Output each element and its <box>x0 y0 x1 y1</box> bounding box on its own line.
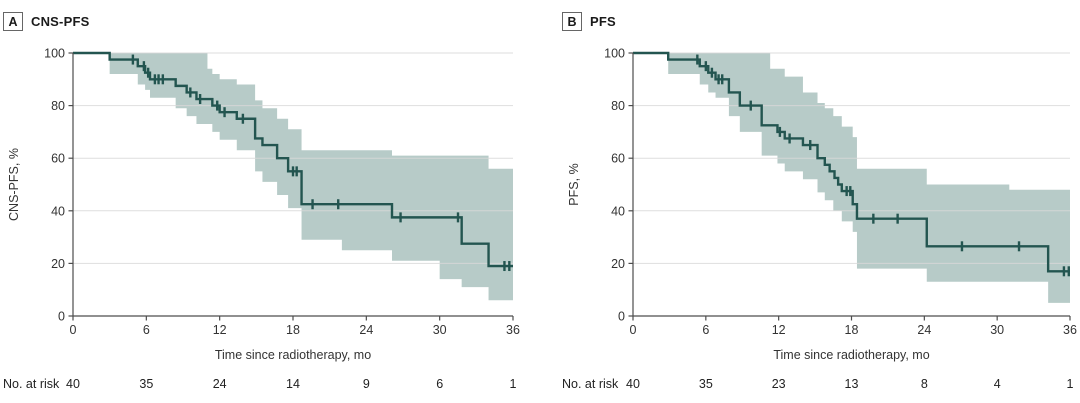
x-tick-label: 24 <box>917 323 931 337</box>
y-tick-label: 80 <box>611 99 625 113</box>
risk-count: 35 <box>139 377 153 391</box>
x-tick-label: 36 <box>506 323 520 337</box>
y-tick-label: 0 <box>58 310 65 324</box>
x-tick-label: 36 <box>1063 323 1077 337</box>
risk-count: 40 <box>66 377 80 391</box>
x-axis-title: Time since radiotherapy, mo <box>773 348 929 362</box>
panel-a-chart: 0 20 40 60 80 100 0 6 12 18 24 30 36 Time since radio… <box>3 47 520 392</box>
risk-count: 9 <box>363 377 370 391</box>
y-axis-title: PFS, % <box>567 163 581 205</box>
risk-count: 35 <box>699 377 713 391</box>
y-tick-label: 20 <box>51 257 65 271</box>
risk-label: No. at risk <box>3 377 60 391</box>
panel-a-header: A CNS-PFS <box>3 12 89 31</box>
risk-count: 24 <box>213 377 227 391</box>
x-tick-label: 18 <box>286 323 300 337</box>
panel-b-title: PFS <box>590 14 616 29</box>
panel-cns-pfs: A CNS-PFS 0 20 40 60 80 100 0 6 12 18 24 30 36 Time s… <box>3 12 520 392</box>
risk-count: 14 <box>286 377 300 391</box>
y-tick-label: 80 <box>51 99 65 113</box>
x-tick-label: 24 <box>359 323 373 337</box>
panel-pfs: B PFS 0 20 40 60 80 100 0 6 12 18 24 30 36 Time since… <box>540 0 1080 403</box>
x-tick-label: 30 <box>990 323 1004 337</box>
risk-label: No. at risk <box>562 377 619 391</box>
risk-count: 40 <box>626 377 640 391</box>
y-tick-label: 60 <box>51 152 65 166</box>
risk-count: 8 <box>921 377 928 391</box>
y-tick-label: 40 <box>51 204 65 218</box>
panel-b-header: B PFS <box>562 12 616 31</box>
confidence-band <box>109 53 514 301</box>
risk-count: 1 <box>1067 377 1074 391</box>
risk-count: 4 <box>994 377 1001 391</box>
x-tick-label: 18 <box>845 323 859 337</box>
y-axis-title: CNS-PFS, % <box>7 148 21 221</box>
x-axis-title: Time since radiotherapy, mo <box>215 348 371 362</box>
survival-curve <box>73 51 513 268</box>
panel-a-title: CNS-PFS <box>31 14 90 29</box>
y-tick-label: 40 <box>611 204 625 218</box>
risk-count: 1 <box>510 377 517 391</box>
y-tick-label: 60 <box>611 152 625 166</box>
x-tick-label: 6 <box>143 323 150 337</box>
panel-a-tag-box: A <box>3 12 23 31</box>
x-tick-label: 6 <box>702 323 709 337</box>
y-tick-label: 100 <box>44 47 65 61</box>
confidence-band <box>668 53 1070 303</box>
panel-b-tag-box: B <box>562 12 582 31</box>
x-tick-label: 0 <box>70 323 77 337</box>
x-tick-label: 30 <box>433 323 447 337</box>
y-tick-label: 20 <box>611 257 625 271</box>
risk-count: 6 <box>436 377 443 391</box>
x-tick-label: 0 <box>630 323 637 337</box>
y-tick-label: 100 <box>604 47 625 61</box>
x-tick-label: 12 <box>772 323 786 337</box>
y-tick-label: 0 <box>618 310 625 324</box>
risk-count: 13 <box>845 377 859 391</box>
x-tick-label: 12 <box>213 323 227 337</box>
risk-count: 23 <box>772 377 786 391</box>
